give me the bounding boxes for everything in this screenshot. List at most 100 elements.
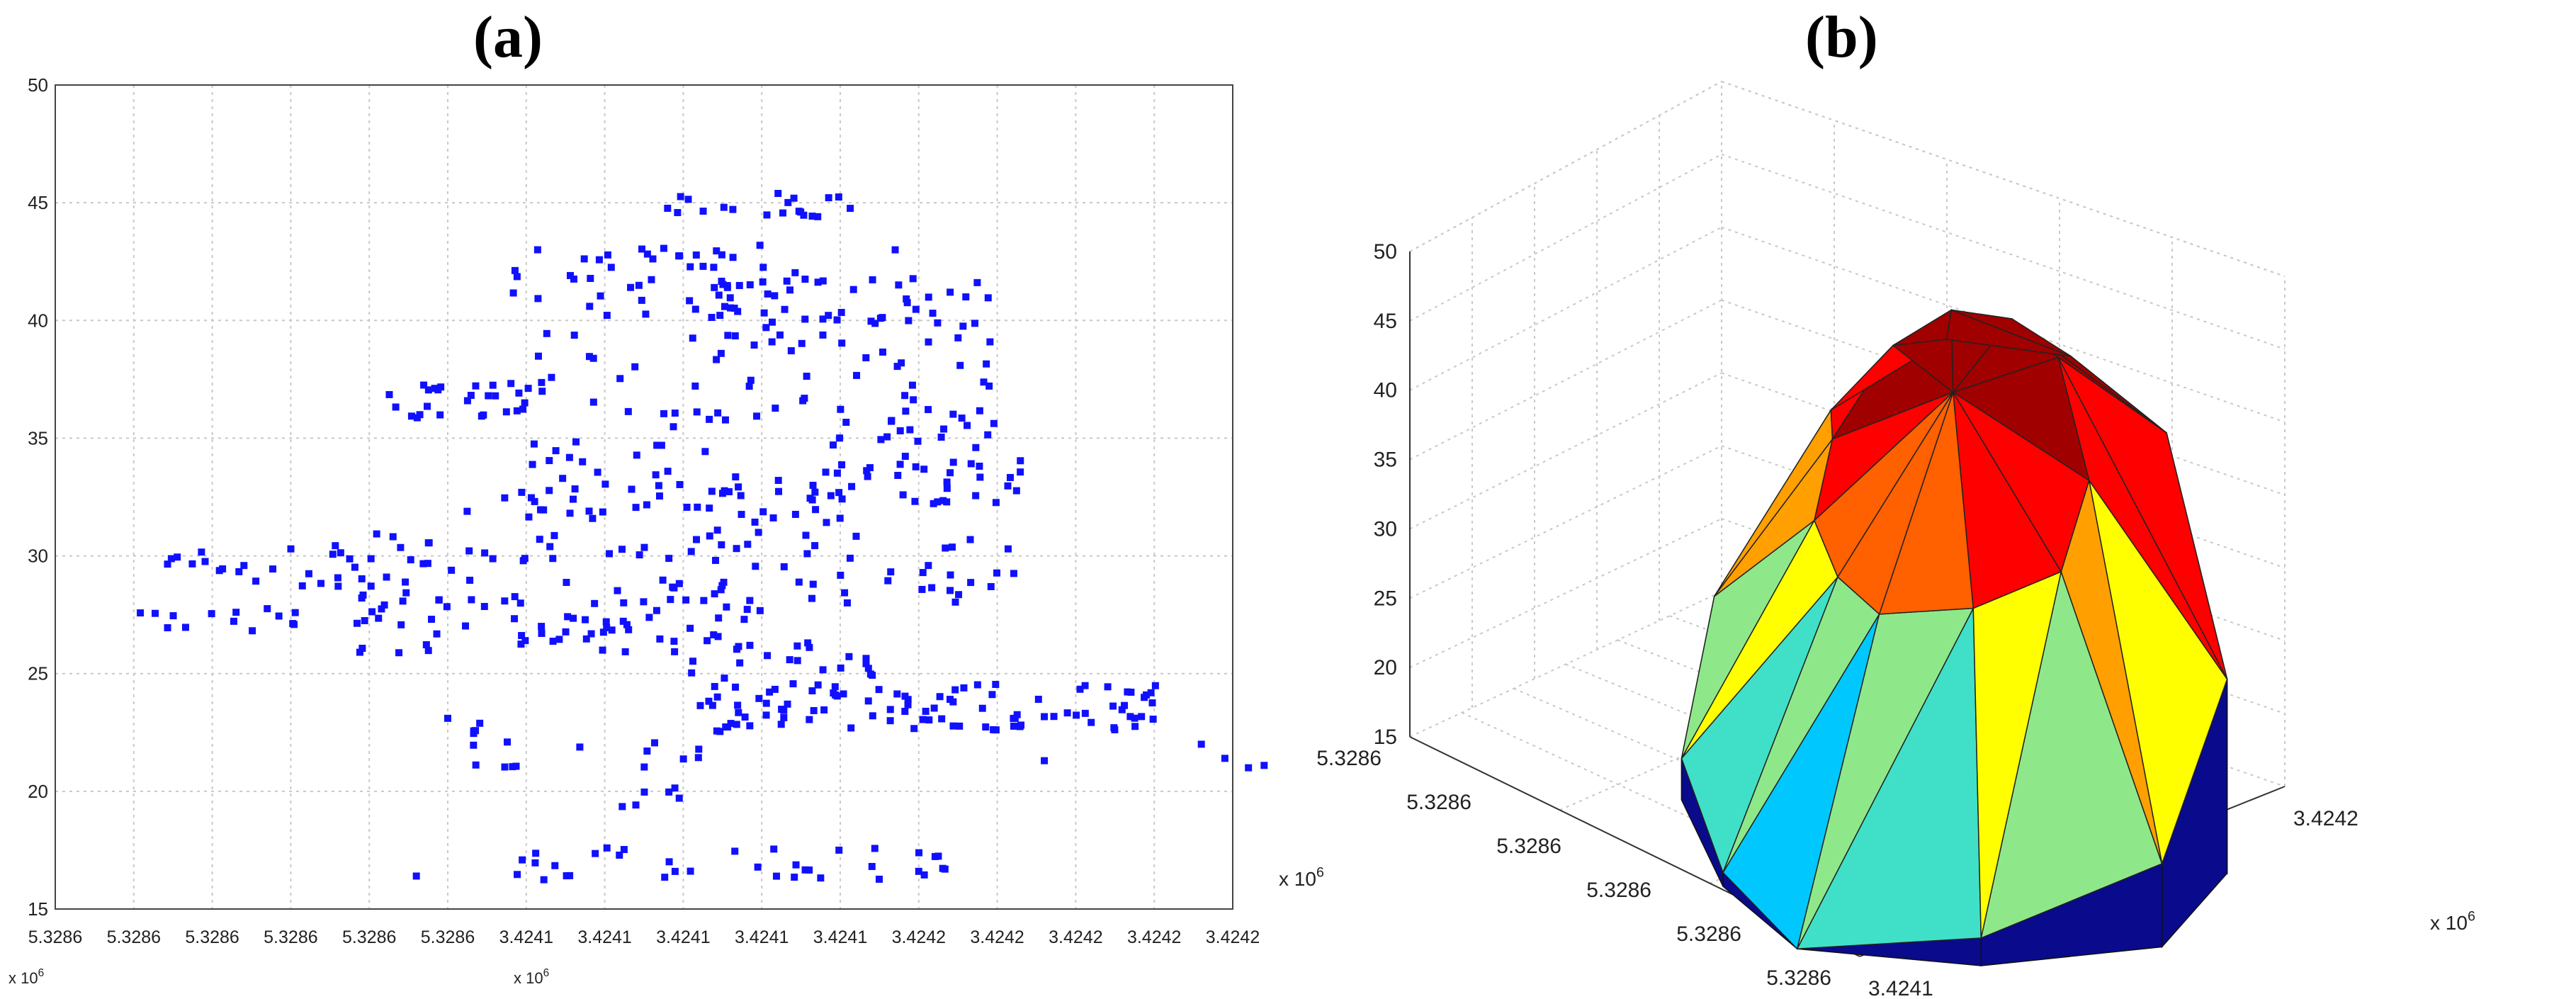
data-point <box>771 292 779 300</box>
data-point <box>793 657 801 665</box>
data-point <box>819 277 827 285</box>
data-point <box>915 849 923 857</box>
data-point <box>825 194 832 202</box>
data-point <box>1034 695 1042 703</box>
x-tick-label: 5.3286 <box>107 927 161 947</box>
data-point <box>643 747 651 755</box>
grid-line-z <box>1721 81 2286 277</box>
data-point <box>543 329 550 337</box>
data-point <box>603 312 611 320</box>
data-point <box>550 531 558 539</box>
data-point <box>871 845 879 852</box>
data-point <box>587 630 595 638</box>
data-point <box>219 565 227 572</box>
data-point <box>801 866 809 874</box>
data-point <box>871 320 879 327</box>
data-point <box>169 612 177 620</box>
data-point <box>462 622 470 630</box>
data-point <box>708 487 716 495</box>
x-tick-label: 3.4242 <box>892 927 946 947</box>
data-point <box>1138 713 1146 721</box>
data-point <box>887 568 895 576</box>
data-point <box>901 392 909 400</box>
data-point <box>620 599 628 606</box>
data-point <box>918 585 926 593</box>
z-tick-label: 50 <box>1374 240 1397 264</box>
data-point <box>614 587 621 594</box>
data-point <box>633 451 640 459</box>
data-point <box>795 208 803 215</box>
data-point <box>903 295 910 303</box>
data-point <box>517 640 525 648</box>
data-point <box>334 574 341 582</box>
data-point <box>883 433 891 441</box>
data-point <box>682 596 690 604</box>
data-point <box>827 492 835 500</box>
data-point <box>671 784 679 792</box>
data-point <box>801 315 809 323</box>
data-point <box>862 655 870 662</box>
y-tick-label: 35 <box>28 427 48 448</box>
data-point <box>988 691 996 699</box>
data-point <box>676 480 684 488</box>
data-point <box>1111 726 1119 733</box>
data-point <box>433 630 441 638</box>
data-point <box>755 529 762 536</box>
data-point <box>549 555 557 563</box>
data-point <box>670 638 678 645</box>
data-point <box>351 563 358 571</box>
data-point <box>653 606 660 614</box>
data-point <box>603 623 611 631</box>
data-point <box>772 872 780 880</box>
data-point <box>755 694 763 702</box>
data-point <box>714 633 722 640</box>
data-point <box>563 872 570 880</box>
data-point <box>746 641 754 649</box>
data-point <box>894 471 902 479</box>
data-point <box>514 871 521 879</box>
data-point <box>665 555 673 563</box>
data-point <box>903 299 911 307</box>
x-tick-label: 5.3286 <box>1496 835 1561 858</box>
data-point <box>909 275 917 283</box>
data-point <box>708 313 716 321</box>
data-point <box>618 803 626 811</box>
data-point <box>608 626 616 634</box>
data-point <box>920 465 928 473</box>
data-point <box>803 550 811 558</box>
data-point <box>436 411 444 419</box>
data-point <box>518 632 526 640</box>
data-point <box>717 349 725 357</box>
data-point <box>954 334 962 342</box>
data-point <box>934 852 942 860</box>
data-point <box>538 630 546 638</box>
data-point <box>930 704 938 712</box>
data-point <box>716 312 724 320</box>
data-point <box>842 419 850 427</box>
data-point <box>893 363 901 371</box>
data-point <box>718 541 725 548</box>
data-point <box>786 286 793 294</box>
data-point <box>811 542 819 550</box>
data-point <box>511 266 519 274</box>
data-point <box>538 388 546 395</box>
data-point <box>802 531 810 539</box>
data-point <box>934 319 942 327</box>
data-point <box>763 211 771 219</box>
data-point <box>801 395 808 402</box>
data-point <box>599 646 606 654</box>
data-point <box>713 727 721 735</box>
y-tick-label: 30 <box>28 546 48 567</box>
data-point <box>808 213 816 220</box>
data-point <box>566 271 574 279</box>
data-point <box>783 277 791 285</box>
data-point <box>704 637 711 645</box>
data-point <box>621 648 629 655</box>
data-point <box>992 499 1000 507</box>
data-point <box>947 587 954 594</box>
data-point <box>623 621 631 628</box>
data-point <box>463 397 471 405</box>
data-point <box>967 460 975 468</box>
data-point <box>692 251 700 259</box>
data-point <box>645 614 653 621</box>
